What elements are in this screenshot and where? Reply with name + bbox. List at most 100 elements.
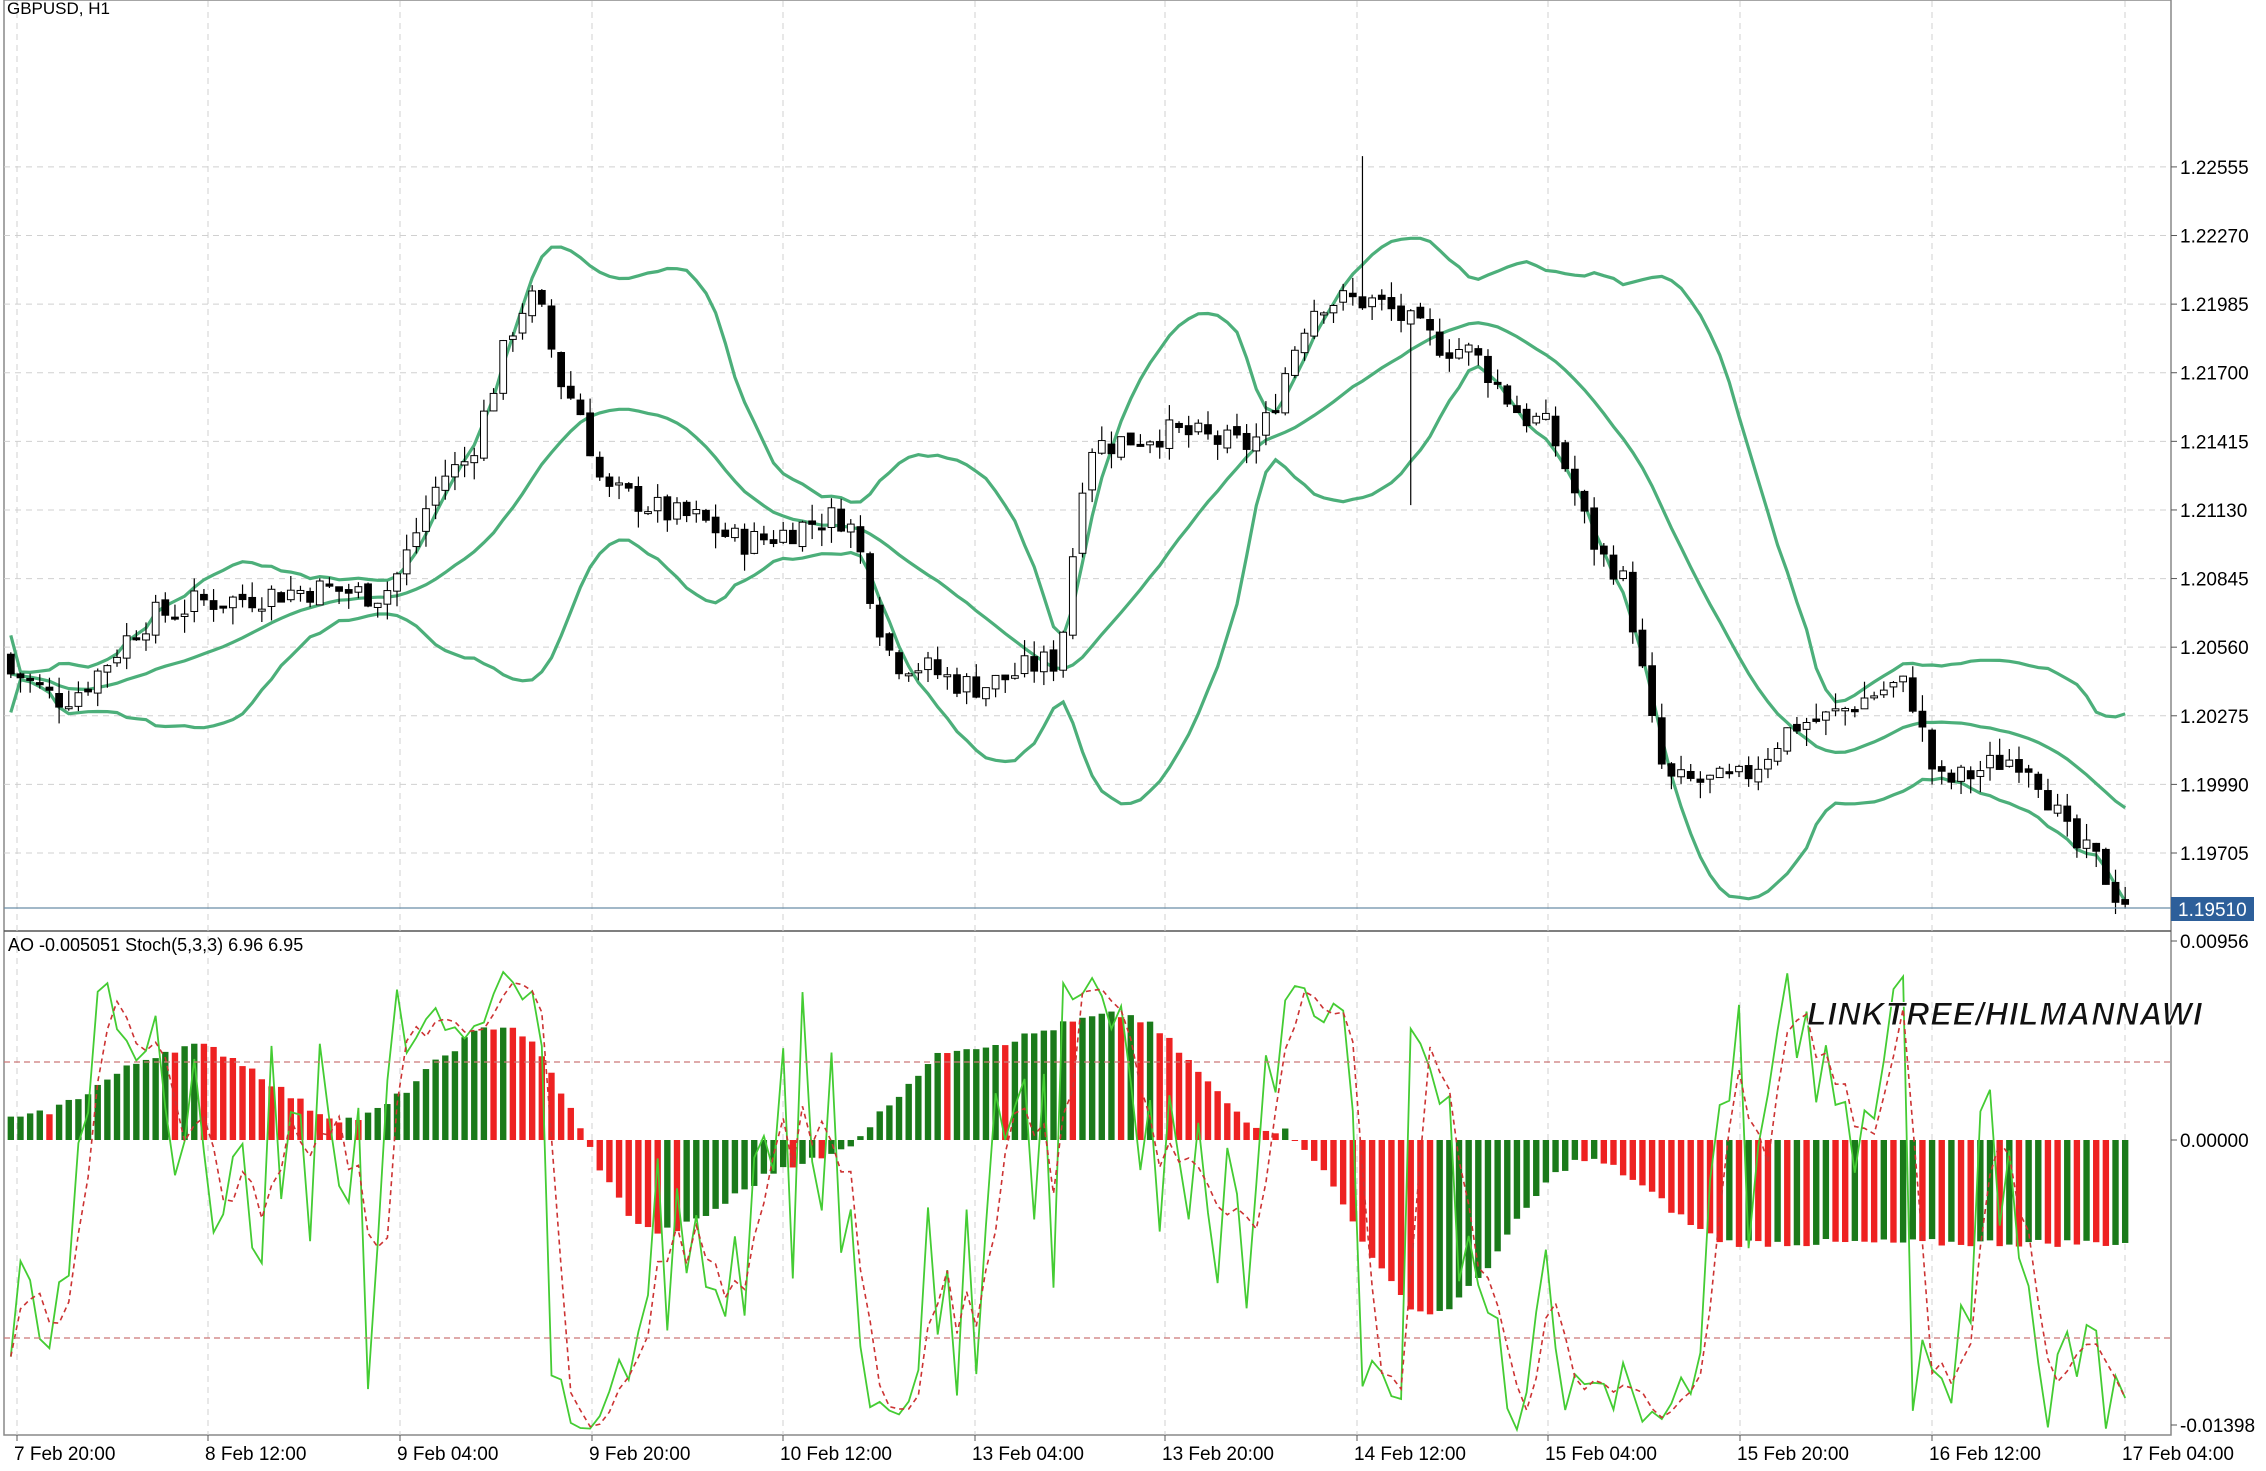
candle-body — [480, 410, 488, 459]
ao-bar — [664, 1140, 671, 1228]
time-tick-label: 10 Feb 12:00 — [780, 1444, 892, 1465]
ao-bar — [615, 1140, 623, 1198]
price-tick-label: 1.20560 — [2180, 638, 2249, 659]
ao-bar — [1108, 1011, 1115, 1140]
ao-bar — [162, 1051, 169, 1140]
candle-body — [1088, 451, 1097, 491]
ao-bar — [46, 1114, 53, 1140]
ao-bar — [635, 1140, 642, 1224]
ao-bar — [1619, 1140, 1627, 1176]
ao-bar — [268, 1086, 275, 1140]
ao-bar — [741, 1140, 748, 1190]
ao-bar — [1542, 1140, 1550, 1183]
ao-bar — [1986, 1140, 1994, 1241]
candle-body — [393, 573, 401, 592]
candle-body — [537, 289, 546, 305]
ao-bar — [152, 1058, 159, 1140]
candle-body — [518, 312, 527, 334]
candle-body — [1426, 319, 1434, 331]
candle-body — [1822, 711, 1830, 721]
ao-bar — [557, 1093, 565, 1140]
candle-body — [1117, 436, 1125, 458]
ao-bar — [519, 1036, 526, 1140]
candle-body — [1184, 425, 1193, 436]
candle-body — [557, 352, 566, 388]
ao-bar — [113, 1073, 121, 1140]
ao-bar — [780, 1140, 787, 1168]
ao-bar — [1166, 1037, 1173, 1140]
ao-bar — [1774, 1140, 1781, 1242]
ao-bar — [857, 1136, 864, 1140]
ao-bar — [1513, 1140, 1521, 1219]
candle-body — [171, 616, 179, 620]
candle-body — [1503, 385, 1512, 405]
candle-body — [982, 687, 990, 700]
ao-bar — [2083, 1140, 2090, 1241]
ao-bar — [306, 1110, 314, 1140]
candle-body — [373, 602, 382, 608]
candle-body — [1281, 373, 1290, 414]
ao-bar — [789, 1140, 797, 1168]
ao-bar — [75, 1099, 82, 1140]
ao-bar — [596, 1140, 603, 1171]
candle-body — [508, 335, 517, 340]
candle-body — [441, 475, 450, 491]
ao-bar — [1146, 1021, 1154, 1140]
candle-body — [1513, 405, 1521, 414]
candle-body — [219, 605, 228, 609]
candle-body — [1291, 349, 1299, 376]
candle-body — [1435, 331, 1444, 356]
ao-bar — [422, 1069, 430, 1140]
bollinger-bands — [9, 236, 2127, 903]
candle-body — [1397, 305, 1405, 321]
candle-body — [576, 399, 585, 416]
ao-bar — [393, 1093, 401, 1140]
ao-bar — [1677, 1140, 1685, 1215]
ao-bar — [973, 1049, 980, 1140]
candle-body — [1049, 649, 1058, 672]
candle-body — [1126, 432, 1135, 446]
ao-bar — [1050, 1030, 1057, 1140]
time-tick-label: 8 Feb 12:00 — [205, 1444, 306, 1465]
candle-body — [1165, 419, 1174, 449]
ao-bar — [770, 1140, 777, 1174]
candle-body — [702, 509, 710, 521]
candle-body — [750, 530, 759, 554]
candle-body — [180, 613, 189, 617]
ao-bar — [1861, 1140, 1868, 1242]
ao-bar — [451, 1051, 459, 1140]
ao-bar — [886, 1105, 893, 1140]
ao-bar — [1059, 1021, 1067, 1140]
ao-bar — [1562, 1140, 1569, 1171]
candle-body — [1570, 468, 1579, 494]
ao-bar — [2073, 1140, 2081, 1245]
time-tick-label: 17 Feb 04:00 — [2122, 1444, 2234, 1465]
candle-body — [1059, 631, 1068, 671]
ao-bar — [1204, 1081, 1212, 1140]
candle-body — [1648, 665, 1656, 717]
candle-body — [1619, 570, 1628, 580]
ao-bar — [722, 1140, 729, 1204]
candle-body — [1319, 312, 1328, 316]
time-tick-label: 16 Feb 12:00 — [1929, 1444, 2041, 1465]
ao-bar — [1610, 1140, 1617, 1165]
candle-body — [817, 527, 826, 531]
candle-body — [846, 523, 855, 533]
ao-bar — [712, 1140, 719, 1209]
ao-bar — [471, 1030, 478, 1140]
ao-bar — [1571, 1140, 1579, 1160]
ao-bar — [837, 1140, 845, 1150]
ao-bar — [1011, 1041, 1019, 1140]
candle-body — [1348, 292, 1357, 298]
ao-bar — [953, 1050, 961, 1140]
candle-body — [1097, 440, 1106, 454]
candle-body — [1030, 656, 1039, 672]
candle-body — [933, 659, 942, 676]
ao-bar — [1851, 1140, 1859, 1241]
candle-body — [605, 476, 614, 487]
ao-bar — [1214, 1091, 1221, 1140]
time-tick-label: 13 Feb 04:00 — [972, 1444, 1084, 1465]
candle-body — [1011, 675, 1019, 679]
